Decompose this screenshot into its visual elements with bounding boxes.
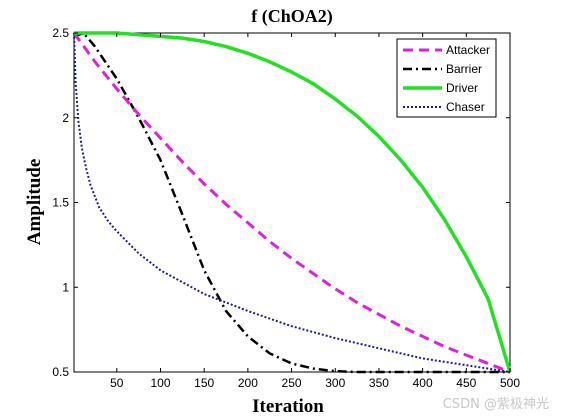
x-tick-label: 400 [413,376,433,390]
legend-label-chaser: Chaser [446,100,485,114]
x-axis-label: Iteration [252,396,324,417]
legend-label-barrier: Barrier [446,62,482,76]
y-axis-label: Amplitude [24,159,45,246]
y-tick-label: 2 [62,111,69,125]
y-tick-label: 0.5 [52,365,69,379]
x-tick-label: 150 [194,376,214,390]
watermark: CSDN @紫极神光 [442,397,549,412]
legend-label-attacker: Attacker [446,43,490,57]
y-tick-label: 2.5 [52,26,69,40]
x-tick-label: 250 [282,376,302,390]
legend: Attacker Barrier Driver Chaser [396,38,497,118]
legend-box [396,38,497,118]
x-tick-label: 300 [325,376,345,390]
x-tick-label: 50 [110,376,124,390]
y-tick-label: 1.5 [52,196,69,210]
legend-label-driver: Driver [446,81,478,95]
x-tick-label: 450 [456,376,476,390]
series-line-attacker [72,32,511,374]
y-tick-label: 1 [62,280,69,294]
x-tick-label: 500 [500,376,520,390]
chart-title: f (ChOA2) [251,6,333,27]
ticks-layer: 50 100 150 200 250 300 350 400 450 500 0.5 1 1.5 2 2.5 [52,26,520,390]
series-line-driver [74,31,512,373]
x-tick-label: 100 [150,376,170,390]
x-tick-label: 350 [369,376,389,390]
x-tick-label: 200 [238,376,258,390]
